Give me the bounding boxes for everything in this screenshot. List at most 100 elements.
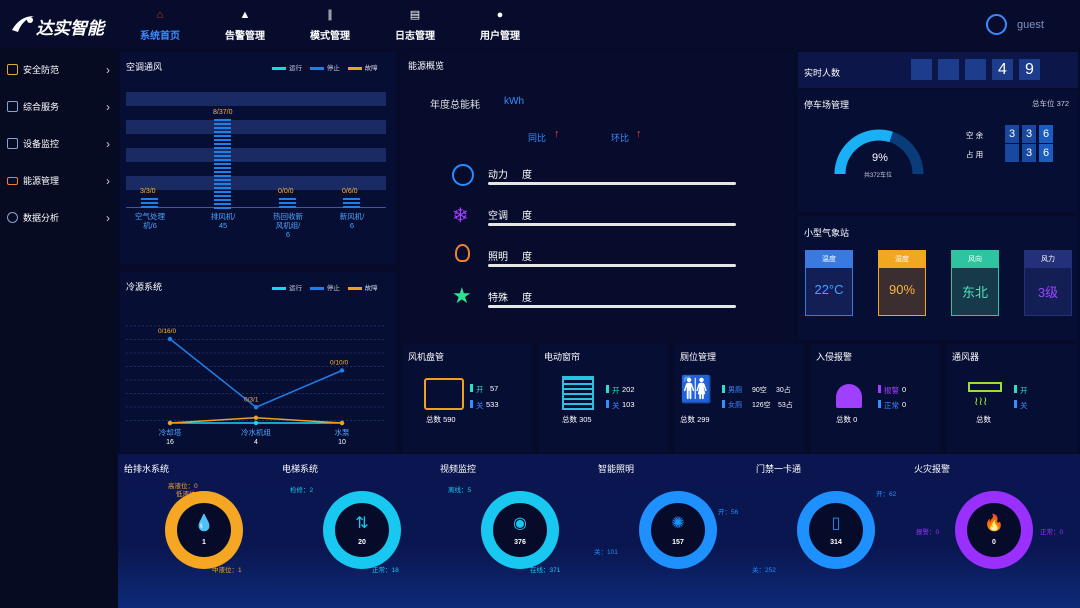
realtime-digit: [965, 59, 986, 80]
ring-callout: 中液位：1: [212, 567, 242, 574]
weather-card: 温度 22°C: [805, 250, 853, 316]
nav-home[interactable]: ⌂ 系统首页: [120, 8, 200, 42]
sidebar-item-energy[interactable]: 能源管理 ›: [0, 163, 118, 199]
warning-icon: ▲: [239, 9, 251, 21]
intrusion-panel: 入侵报警 报警 0 正常 0 总数 0: [810, 344, 940, 452]
parking-used-label: 占 用: [966, 150, 984, 159]
system-ring[interactable]: ▯ 314: [797, 491, 875, 569]
ring-value: 157: [672, 539, 684, 546]
bar-segment: [214, 155, 231, 158]
energy-item-unit: 度: [522, 252, 532, 263]
nav-alarm[interactable]: ▲ 告警管理: [205, 8, 285, 42]
realtime-digit: [938, 59, 959, 80]
system-ring[interactable]: 🔥 0: [955, 491, 1033, 569]
user-menu[interactable]: guest: [986, 14, 1066, 36]
parking-total: 总车位 372: [1032, 99, 1070, 108]
band: [126, 176, 386, 190]
system-ring[interactable]: ✺ 157: [639, 491, 717, 569]
sidebar-item-label: 安全防范: [23, 65, 60, 75]
sidebar-item-analysis[interactable]: 数据分析 ›: [0, 200, 118, 236]
ring-callout: 正常：0: [1040, 529, 1064, 536]
system-title: 给排水系统: [124, 464, 170, 474]
bar-segment: [214, 175, 231, 178]
sidebar-item-services[interactable]: 综合服务 ›: [0, 89, 118, 125]
nav-log-label: 日志管理: [395, 31, 435, 42]
weather-card-value: 90%: [888, 282, 916, 297]
bar-segment: [343, 198, 360, 200]
nav-log[interactable]: ▤ 日志管理: [375, 8, 455, 42]
nav-mode[interactable]: ∥ 模式管理: [290, 8, 370, 42]
parking-percent: 9%: [872, 152, 888, 164]
legend-stopped: 停止: [326, 285, 340, 292]
home-icon: ⌂: [156, 9, 164, 21]
bar-segment: [214, 183, 231, 186]
bulb-icon: [455, 244, 470, 262]
parking-gauge-fill: [834, 129, 924, 175]
sidebar-item-label: 能源管理: [23, 176, 60, 186]
data-point: [253, 405, 259, 410]
hvac-x-label: 新风机/6: [339, 212, 365, 230]
ventilator-title: 通风器: [952, 352, 980, 362]
ring-callout: 高液位：0: [168, 483, 198, 490]
monitor-icon: [7, 138, 18, 149]
ring-inner: ◉ 376: [493, 503, 547, 557]
bar-segment: [214, 187, 231, 190]
ring-inner: ✺ 157: [651, 503, 705, 557]
hvac-bar: [343, 198, 360, 208]
band: [126, 148, 386, 162]
yoy-up-arrow-icon: ↑: [554, 128, 560, 140]
sidebar-item-security[interactable]: 安全防范 ›: [0, 52, 118, 88]
bar-segment: [214, 139, 231, 142]
sidebar-item-label: 设备监控: [23, 139, 60, 149]
bar-segment: [214, 179, 231, 182]
parking-title: 停车场管理: [804, 100, 850, 110]
off-indicator: [606, 400, 609, 408]
female-indicator: [722, 400, 725, 408]
bar-segment: [343, 202, 360, 204]
annual-energy-label: 年度总能耗: [430, 100, 480, 111]
bar-segment: [343, 206, 360, 208]
data-point: [167, 420, 173, 426]
user-name: guest: [1017, 19, 1044, 31]
legend-running-swatch: [272, 66, 286, 70]
cooling-panel: 冷源系统 运行 停止 故障 0/16/0 冷却塔 16 0/3/1 冷水机组 4 0/10/…: [120, 272, 396, 452]
mom-up-arrow-icon: ↑: [636, 128, 642, 140]
data-point: [253, 415, 259, 420]
cooling-x-total: 10: [338, 439, 346, 446]
hvac-title: 空调通风: [126, 62, 163, 72]
nav-user[interactable]: ● 用户管理: [460, 8, 540, 42]
cube-icon: [7, 101, 18, 112]
bar-segment: [214, 151, 231, 154]
band: [126, 120, 386, 134]
ring-callout: 检修：2: [290, 487, 314, 494]
energy-item-label: 照明: [488, 252, 508, 263]
sidebar-item-device[interactable]: 设备监控 ›: [0, 126, 118, 162]
system-ring[interactable]: 💧 1: [165, 491, 243, 569]
bar-segment: [214, 159, 231, 162]
fan-coil-icon: [424, 378, 464, 410]
chevron-right-icon: ›: [106, 211, 110, 225]
off-label: 关: [476, 401, 484, 410]
toilet-title: 厕位管理: [680, 352, 717, 362]
energy-bar: [488, 305, 736, 308]
ring-value: 376: [514, 539, 526, 546]
parking-used-digit: 3: [1022, 144, 1036, 162]
cooling-line-chart: 0/16/0 冷却塔 16 0/3/1 冷水机组 4 0/10/0 水泵 10: [126, 325, 386, 446]
system-title: 电梯系统: [282, 464, 319, 474]
fan-coil-panel: 风机盘管 开 57 关 533 总数 590: [402, 344, 532, 452]
system-ring[interactable]: ⇅ 20: [323, 491, 401, 569]
on-indicator: [470, 384, 473, 392]
hvac-bar: [141, 198, 158, 208]
system-ring[interactable]: ◉ 376: [481, 491, 559, 569]
energy-panel: 能源概览 年度总能耗 kWh 同比 ↑ 环比 ↑ 动力 度 ❄ 空调 度 照明 …: [402, 52, 794, 342]
ring-callout: 离线：5: [448, 487, 472, 494]
energy-bar: [488, 182, 736, 185]
bar-segment: [279, 198, 296, 200]
weather-card-value: 东北: [961, 285, 988, 300]
parking-panel: 停车场管理 总车位 372 9% 共372车位 空 余 3 3 6 占 用 3 …: [798, 90, 1078, 212]
chevron-right-icon: ›: [106, 63, 110, 77]
energy-row-special: ★ 特殊 度: [452, 283, 752, 311]
cooling-x-total: 16: [166, 439, 174, 446]
legend-stopped-swatch: [309, 66, 324, 70]
energy-item-label: 空调: [488, 211, 508, 222]
